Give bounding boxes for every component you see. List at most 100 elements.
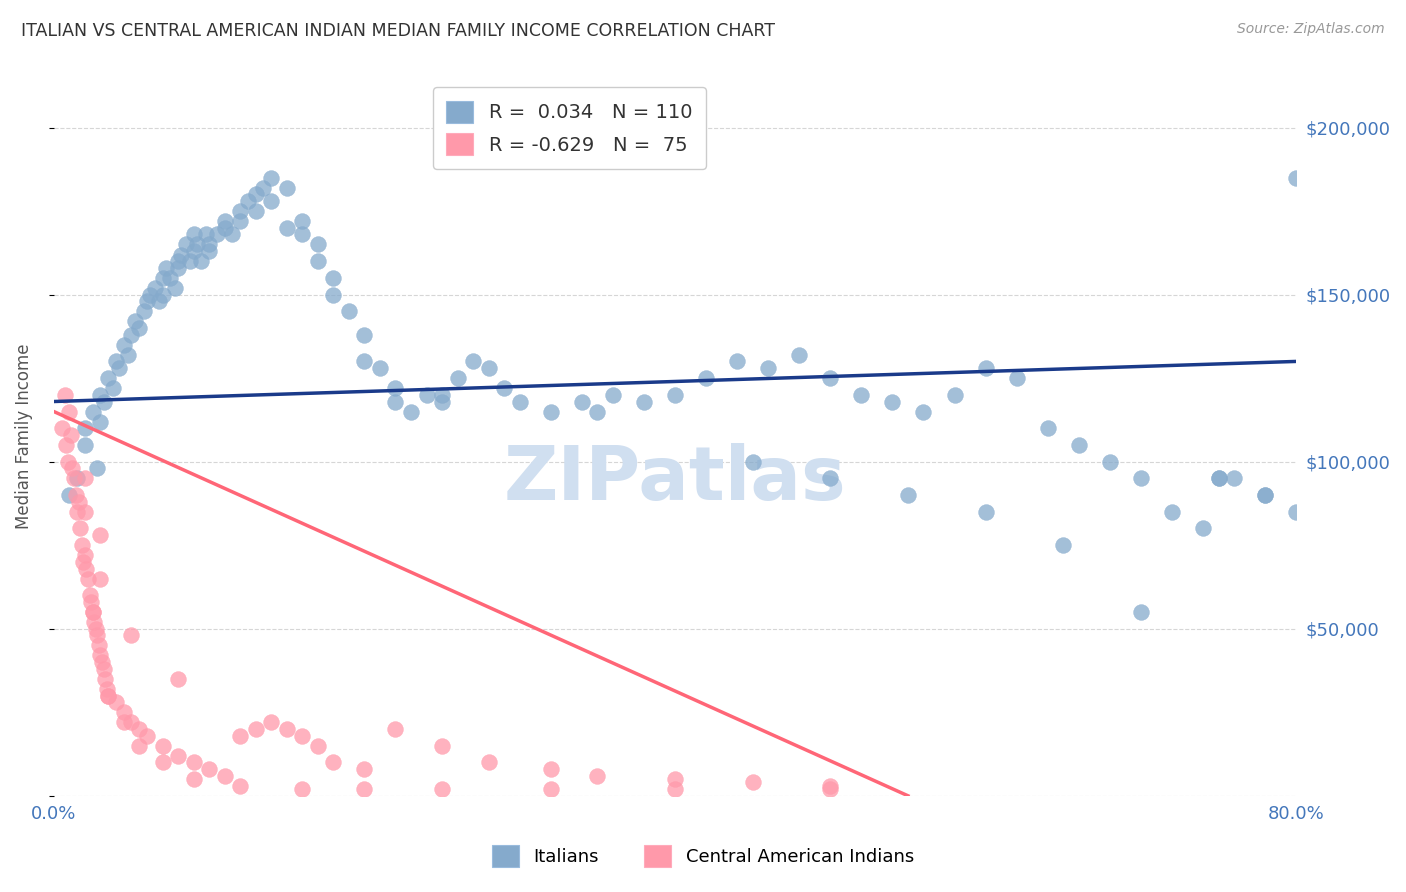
Point (87, 639, 110, 653)
Point (1223, 471, 1246, 485)
Point (163, 281, 186, 295)
Point (461, 354, 484, 368)
Point (260, 715, 283, 730)
Point (1036, 421, 1059, 435)
Point (72, 555, 94, 569)
Legend: R =  0.034   N = 110, R = -0.629   N =  75: R = 0.034 N = 110, R = -0.629 N = 75 (433, 87, 706, 169)
Point (121, 628, 143, 642)
Point (80, 595, 103, 609)
Point (148, 294, 170, 309)
Point (108, 361, 131, 376)
Point (195, 227, 218, 242)
Point (741, 775, 763, 789)
Text: ZIPatlas: ZIPatlas (503, 443, 846, 516)
Point (540, 782, 562, 797)
Point (586, 404, 609, 418)
Point (94, 672, 117, 686)
Point (1129, 605, 1152, 619)
Point (1098, 455, 1121, 469)
Point (602, 388, 624, 402)
Point (66, 505, 89, 519)
Point (97, 371, 120, 385)
Point (112, 715, 135, 730)
Point (73, 438, 96, 452)
Point (307, 237, 329, 252)
Point (183, 244, 205, 259)
Point (128, 321, 150, 335)
Point (1067, 438, 1090, 452)
Point (229, 214, 252, 228)
Point (725, 354, 748, 368)
Point (198, 244, 221, 259)
Point (89, 415, 111, 429)
Point (96, 681, 118, 696)
Point (55, 438, 77, 452)
Point (77, 572, 100, 586)
Point (121, 715, 143, 730)
Point (167, 672, 190, 686)
Point (291, 227, 314, 242)
Point (53, 388, 76, 402)
Point (59, 428, 82, 442)
Point (307, 739, 329, 753)
Point (291, 729, 314, 743)
Point (101, 381, 124, 395)
Point (633, 394, 655, 409)
Point (1285, 505, 1308, 519)
Point (51, 421, 73, 435)
Point (82, 605, 104, 619)
Point (89, 528, 111, 542)
Point (540, 762, 562, 776)
Point (198, 237, 221, 252)
Point (170, 247, 193, 261)
Point (446, 371, 468, 385)
Point (93, 662, 115, 676)
Point (183, 227, 205, 242)
Point (322, 271, 344, 285)
Point (167, 748, 190, 763)
Point (70, 538, 93, 552)
Point (756, 361, 779, 376)
Point (1005, 371, 1028, 385)
Point (104, 354, 127, 368)
Point (430, 388, 453, 402)
Point (186, 237, 208, 252)
Point (89, 388, 111, 402)
Point (73, 548, 96, 562)
Point (322, 756, 344, 770)
Point (183, 772, 205, 786)
Point (415, 388, 437, 402)
Point (1192, 521, 1215, 535)
Point (83, 615, 105, 629)
Point (183, 756, 205, 770)
Point (741, 455, 763, 469)
Point (86, 628, 108, 642)
Point (882, 394, 904, 409)
Point (430, 394, 453, 409)
Point (384, 394, 406, 409)
Point (58, 404, 80, 418)
Point (260, 194, 283, 208)
Point (236, 194, 259, 208)
Point (190, 254, 212, 268)
Point (89, 648, 111, 663)
Point (1254, 488, 1277, 502)
Point (478, 361, 501, 376)
Point (571, 394, 593, 409)
Point (205, 227, 228, 242)
Point (75, 561, 97, 575)
Point (664, 388, 686, 402)
Point (229, 779, 252, 793)
Point (664, 772, 686, 786)
Point (152, 756, 174, 770)
Point (136, 294, 159, 309)
Point (820, 782, 842, 797)
Point (152, 271, 174, 285)
Point (245, 204, 267, 219)
Point (167, 260, 190, 275)
Point (139, 287, 162, 301)
Text: Source: ZipAtlas.com: Source: ZipAtlas.com (1237, 22, 1385, 37)
Point (399, 404, 422, 418)
Point (179, 254, 201, 268)
Point (368, 361, 391, 376)
